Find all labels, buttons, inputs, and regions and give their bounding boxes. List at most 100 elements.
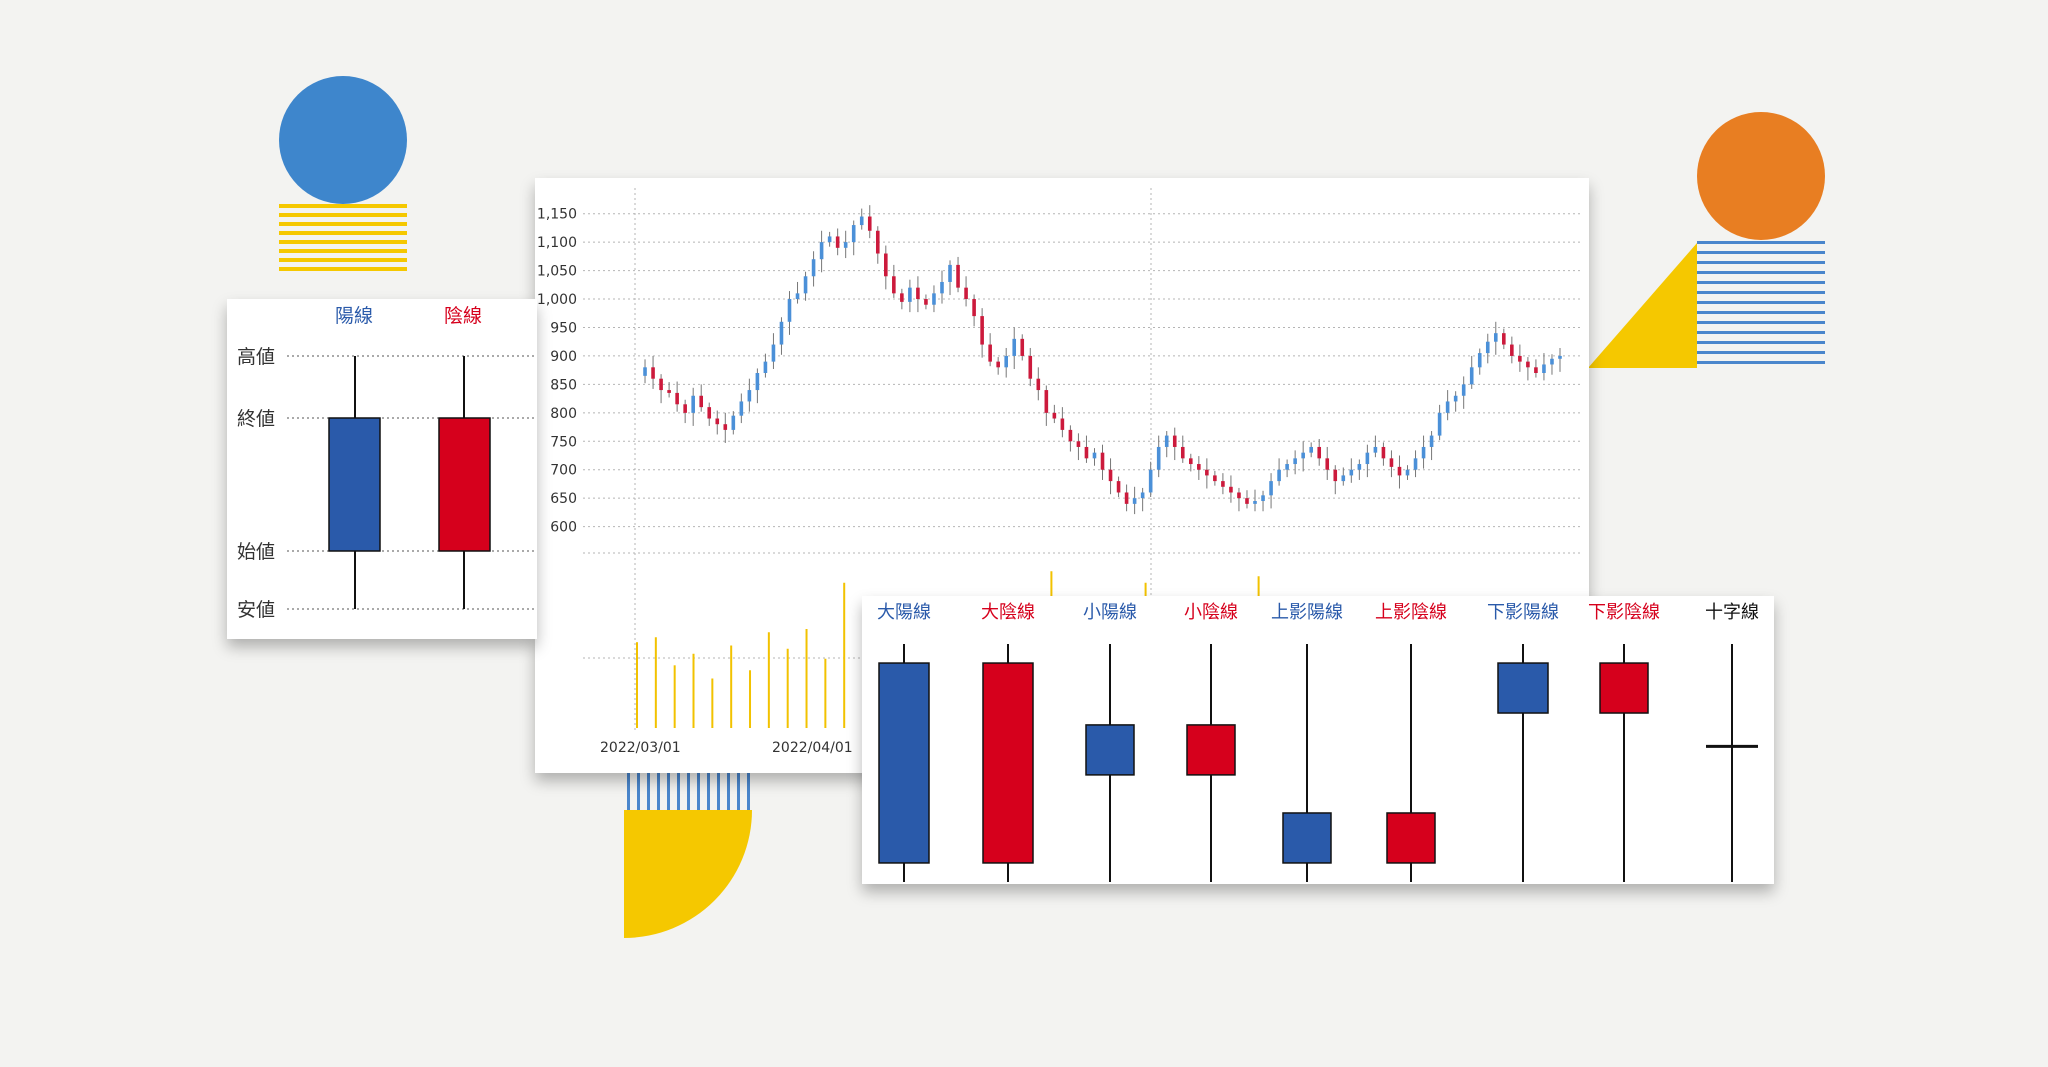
candle-patterns-card: 大陽線 大陰線 小陽線 小陰線 上影陽線 上影陰線 下影陽線 下影陰線 十字線 — [862, 596, 1774, 884]
candle-body — [1164, 435, 1169, 447]
candle-body — [1461, 384, 1466, 396]
candle-body — [1132, 498, 1137, 504]
candle-body — [1405, 469, 1410, 476]
candle-body — [1502, 333, 1506, 345]
bear-candle-body — [438, 417, 491, 552]
pattern-body — [878, 662, 930, 864]
candle-body — [859, 216, 864, 226]
blue-vertical-stripe — [707, 773, 710, 810]
candle-body — [1325, 458, 1330, 470]
pattern-label: 小陽線 — [1083, 602, 1137, 623]
blue-stripe — [1697, 351, 1825, 354]
candle-body — [651, 367, 655, 379]
candle-body — [1012, 338, 1017, 356]
high-label: 高値 — [237, 346, 275, 368]
candle-body — [1237, 492, 1241, 499]
candle-patterns-chart: 大陽線 大陰線 小陽線 小陰線 上影陽線 上影陰線 下影陽線 下影陰線 十字線 — [877, 602, 1759, 882]
candle-body — [908, 287, 912, 302]
candle-body — [948, 264, 952, 282]
candle-body — [1373, 446, 1378, 453]
pattern-label: 大陰線 — [981, 602, 1035, 623]
pattern-label: 大陽線 — [877, 602, 931, 623]
candle-body — [1052, 412, 1057, 419]
pattern-body — [1085, 724, 1135, 776]
yellow-stripe — [279, 249, 407, 253]
candle-body — [1100, 452, 1105, 470]
candle-body — [1349, 469, 1354, 476]
candle-body — [763, 361, 768, 373]
candle-body — [1140, 492, 1145, 499]
yellow-stripe — [279, 240, 407, 244]
candle-body — [867, 216, 872, 231]
candle-body — [1092, 452, 1097, 459]
bull-candle-title: 陽線 — [335, 305, 373, 327]
y-tick-label: 950 — [550, 320, 577, 336]
candle-body — [1389, 458, 1394, 467]
candle-body — [723, 424, 728, 430]
candle-body — [1365, 452, 1370, 465]
pattern-body — [1386, 812, 1436, 864]
candle-body — [1453, 395, 1458, 402]
candle-body — [1004, 355, 1008, 368]
blue-stripe — [1697, 281, 1825, 284]
candle-body — [1293, 458, 1297, 465]
candle-body — [843, 242, 848, 248]
candle-body — [643, 367, 647, 376]
x-tick-label: 2022/04/01 — [772, 740, 853, 756]
candle-body — [1429, 435, 1434, 447]
blue-vertical-stripe — [657, 773, 660, 810]
blue-vertical-stripes-decoration — [627, 773, 750, 810]
candle-body — [787, 299, 792, 322]
candle-body — [1020, 338, 1025, 356]
pattern-label: 上影陽線 — [1271, 602, 1343, 623]
candle-body — [1172, 435, 1177, 447]
candle-body — [1076, 441, 1081, 447]
candle-body — [795, 293, 800, 300]
candle-body — [900, 293, 904, 302]
candle-body — [1261, 495, 1265, 502]
candle-body — [1493, 333, 1498, 342]
candle-body — [779, 321, 784, 345]
y-tick-label: 1,150 — [537, 207, 577, 223]
blue-stripe — [1697, 261, 1825, 264]
low-label: 安値 — [237, 599, 275, 621]
candle-body — [1156, 446, 1161, 470]
candle-body — [667, 390, 671, 393]
candle-body — [1028, 355, 1033, 379]
candle-body — [1477, 353, 1482, 368]
open-label: 始値 — [237, 541, 275, 563]
candle-body — [1060, 418, 1065, 430]
candle-body — [940, 281, 944, 294]
candle-body — [988, 344, 992, 362]
candle-body — [1253, 501, 1257, 504]
candle-body — [1124, 492, 1129, 504]
blue-vertical-stripe — [627, 773, 630, 810]
candle-body — [1333, 469, 1338, 482]
pattern-label: 上影陰線 — [1375, 602, 1447, 623]
candle-body — [683, 404, 687, 413]
y-tick-label: 1,050 — [537, 264, 577, 280]
candle-body — [1357, 464, 1362, 470]
candle-body — [1180, 446, 1185, 459]
candle-body — [827, 236, 832, 243]
blue-vertical-stripe — [737, 773, 740, 810]
blue-vertical-stripe — [637, 773, 640, 810]
blue-vertical-stripe — [747, 773, 750, 810]
pattern-body — [1497, 662, 1549, 714]
candle-body — [1068, 429, 1073, 442]
candle-body — [964, 287, 968, 300]
candle-body — [980, 316, 984, 345]
yellow-stripe — [279, 231, 407, 235]
candle-body — [916, 287, 920, 300]
blue-stripe — [1697, 331, 1825, 334]
candle-body — [731, 415, 736, 430]
candle-body — [932, 293, 936, 305]
candle-body — [924, 299, 928, 305]
candle-body — [1044, 390, 1049, 413]
pattern-label: 下影陽線 — [1487, 602, 1559, 623]
blue-stripe — [1697, 251, 1825, 254]
candle-body — [771, 344, 776, 362]
candle-body — [1542, 364, 1546, 373]
pattern-label: 下影陰線 — [1588, 602, 1660, 623]
